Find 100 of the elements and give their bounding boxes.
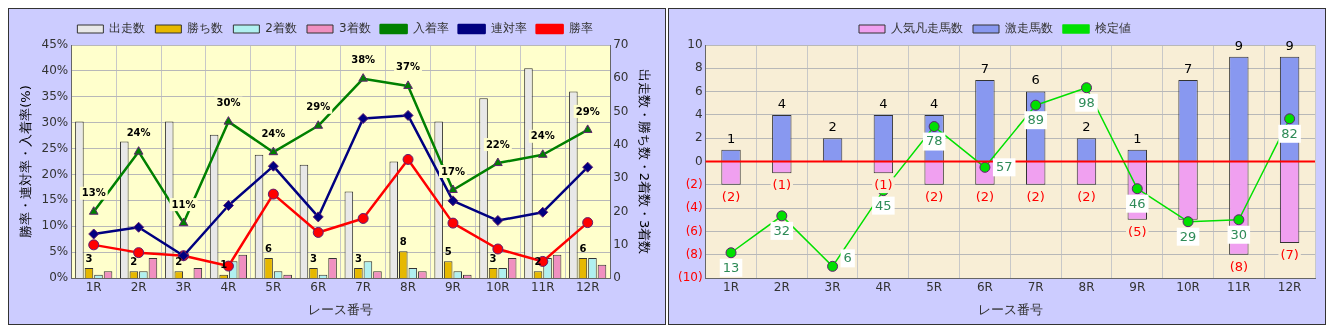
data-label: (2) (1077, 188, 1096, 204)
data-label: 3 (85, 252, 93, 264)
y-tick-label: (10) (677, 270, 703, 285)
data-label: 6 (265, 242, 273, 254)
y2-tick-label: 20 (613, 203, 629, 218)
data-label: 37% (396, 61, 421, 73)
data-label: 13% (81, 187, 106, 199)
data-label: 1 (220, 259, 228, 271)
data-label: 3 (354, 252, 362, 264)
x-tick-label: 7R (1027, 280, 1044, 295)
y-tick-label: 0% (49, 270, 69, 285)
data-label: 3 (309, 252, 317, 264)
x-tick-label: 1R (85, 280, 102, 295)
data-label: 9 (1285, 37, 1294, 53)
data-label: 30 (1230, 226, 1248, 242)
data-label: 1 (726, 130, 736, 146)
data-label: 2 (1082, 119, 1091, 135)
x-tick-label: 4R (875, 280, 892, 295)
x-tick-label: 4R (220, 280, 237, 295)
data-label: 22% (485, 138, 510, 150)
y-tick-label: 15% (41, 192, 69, 207)
legend-label: 激走馬数 (1005, 21, 1053, 36)
legend-label: 勝ち数 (187, 21, 224, 36)
x-tick-label: 10R (486, 280, 510, 295)
data-label: (5) (1128, 223, 1147, 239)
data-label: 6 (1031, 72, 1040, 88)
x-axis-title: レース番号 (977, 301, 1043, 317)
data-label: 2 (534, 255, 542, 267)
x-tick-label: 11R (1227, 280, 1251, 295)
x-tick-label: 2R (773, 280, 790, 295)
y-tick-label: 20% (41, 166, 69, 181)
y-tick-label: 40% (41, 63, 69, 78)
y2-tick-label: 50 (613, 103, 629, 118)
y-tick-label: 0 (694, 153, 703, 168)
x-tick-label: 8R (1078, 280, 1095, 295)
data-label: 29 (1179, 228, 1197, 244)
x-tick-label: 9R (444, 280, 461, 295)
data-label: 7 (1183, 60, 1193, 76)
y2-tick-label: 30 (613, 170, 629, 185)
x-tick-label: 12R (575, 280, 600, 295)
data-label: 82 (1281, 125, 1298, 141)
legend-label: 勝率 (568, 21, 593, 36)
data-label: 24% (530, 130, 555, 142)
data-label: 32 (773, 222, 791, 238)
data-label: 2 (175, 255, 183, 267)
legend-label: 連対率 (490, 21, 527, 36)
y-tick-label: 4 (694, 107, 703, 122)
y-tick-label: (4) (685, 200, 703, 215)
data-label: 30% (216, 97, 241, 109)
data-label: (2) (721, 188, 741, 204)
data-label: 4 (777, 95, 786, 111)
data-label: (2) (1026, 188, 1045, 204)
x-tick-label: 6R (310, 280, 327, 295)
legend-label: 入着率 (412, 21, 449, 36)
x-tick-label: 11R (530, 280, 555, 295)
data-label: 6 (843, 250, 852, 266)
x-tick-label: 9R (1129, 280, 1146, 295)
y-tick-label: 5% (49, 244, 69, 259)
x-tick-label: 5R (265, 280, 282, 295)
data-label: 29% (306, 101, 331, 113)
y-tick-label: 6 (694, 83, 703, 98)
data-label: 24% (261, 127, 286, 139)
legend-label: 2着数 (265, 21, 298, 36)
y-tick-label: 8 (694, 60, 703, 75)
data-label: (2) (924, 188, 944, 204)
data-label: 98 (1078, 94, 1095, 110)
y-tick-label: 45% (41, 37, 69, 52)
data-label: 4 (879, 95, 888, 111)
y-tick-label: (6) (685, 223, 703, 238)
data-label: (8) (1229, 258, 1249, 274)
y2-axis-title: 出走数・勝ち数・2着数・3着数 (636, 68, 652, 255)
x-tick-label: 10R (1176, 280, 1200, 295)
y-tick-label: 25% (41, 140, 69, 155)
y-tick-label: (2) (685, 176, 703, 191)
x-tick-label: 12R (1277, 280, 1302, 295)
x-tick-label: 8R (400, 280, 417, 295)
data-label: (1) (772, 177, 792, 193)
data-label: 5 (444, 245, 452, 257)
y-tick-label: 2 (694, 130, 703, 145)
y-tick-label: 10 (687, 37, 703, 52)
data-label: 7 (980, 60, 990, 76)
y2-tick-label: 40 (613, 136, 629, 151)
x-tick-label: 3R (175, 280, 192, 295)
data-label: 24% (126, 127, 151, 139)
x-axis-title: レース番号 (308, 301, 374, 317)
data-label: 13 (722, 259, 740, 275)
y2-tick-label: 60 (613, 70, 629, 85)
data-label: 78 (925, 133, 943, 149)
x-tick-label: 6R (976, 280, 993, 295)
data-label: 2 (130, 255, 138, 267)
y2-tick-label: 10 (613, 236, 629, 251)
data-label: 29% (575, 105, 600, 117)
legend-label: 3着数 (339, 21, 371, 36)
data-label: 3 (489, 252, 497, 264)
legend-label: 検定値 (1095, 21, 1131, 36)
data-label: (7) (1280, 246, 1299, 262)
x-tick-label: 1R (723, 280, 740, 295)
y-tick-label: 35% (41, 88, 69, 103)
x-tick-label: 3R (824, 280, 841, 295)
data-label: 6 (579, 242, 587, 254)
